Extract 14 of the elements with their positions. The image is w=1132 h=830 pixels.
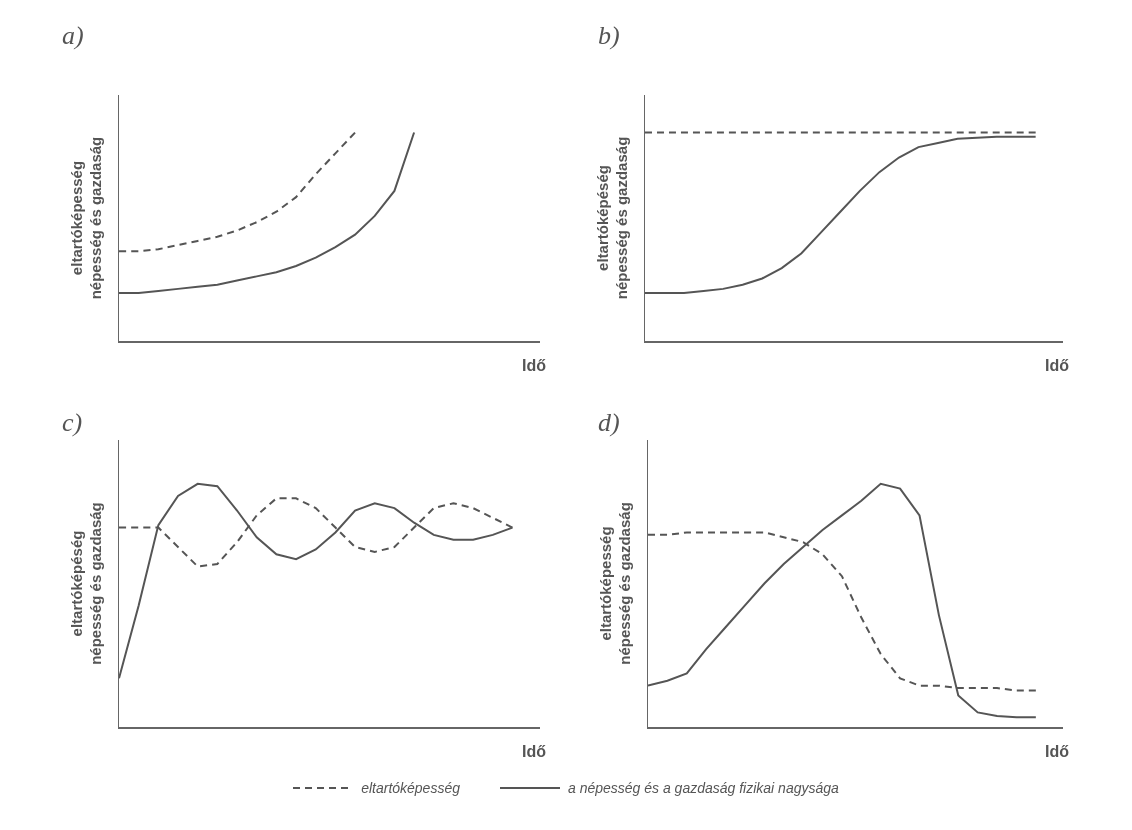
y-axis-title: eltartóképesség népesség és gazdaság	[596, 502, 633, 665]
x-axis-title: Idő	[522, 357, 547, 374]
x-axis-title: Idő	[1045, 743, 1070, 760]
chart-title: c)	[62, 408, 83, 438]
y-axis-title: eltartóképéség népesség és gazdaság	[593, 136, 630, 300]
chart-title: a)	[62, 21, 84, 51]
x-axis-title: Idő	[1045, 357, 1070, 374]
legend-label: eltartóképesség	[361, 780, 460, 796]
x-axis-title: Idő	[522, 743, 547, 760]
y-axis-title: eltartóképesség népesség és gazdaság	[67, 136, 104, 300]
legend-label: a népesség és a gazdaság fizikai nagysága	[567, 780, 839, 796]
y-axis-title: eltartóképéség népesség és gazdaság	[67, 502, 104, 665]
chart-title: b)	[598, 21, 620, 51]
chart-title: d)	[598, 408, 620, 438]
